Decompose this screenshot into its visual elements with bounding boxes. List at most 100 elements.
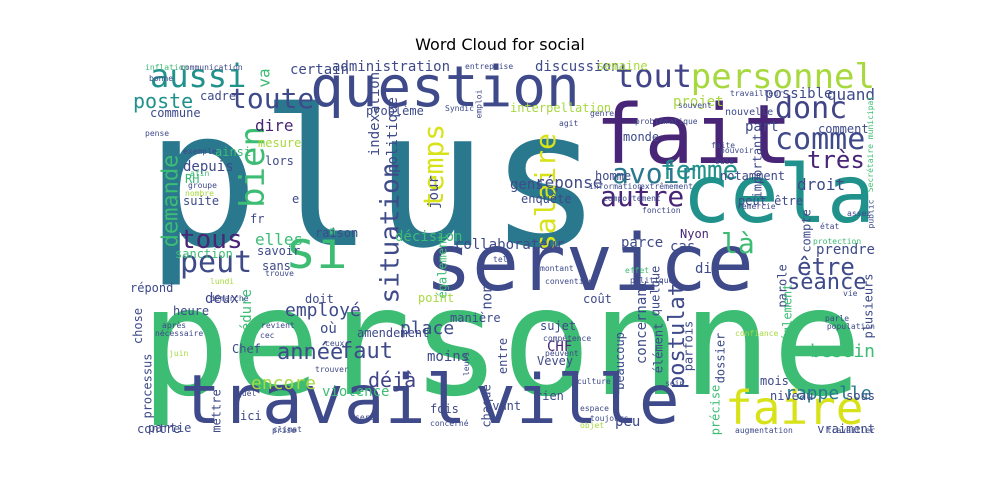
- word-146: souvent: [678, 101, 712, 110]
- word-107: RH: [185, 172, 200, 186]
- word-85: processus: [140, 353, 155, 419]
- word-84: contre: [137, 422, 181, 435]
- word-99: précise: [708, 384, 723, 435]
- figure-title: Word Cloud for social: [415, 35, 585, 54]
- word-131: semaine: [597, 60, 648, 73]
- word-115: homme: [595, 169, 632, 183]
- word-155: comportement: [603, 194, 661, 203]
- word-47: quand: [826, 85, 875, 104]
- word-139: afin: [190, 169, 210, 178]
- word-166: politiques: [630, 276, 679, 285]
- word-118: important: [750, 133, 765, 199]
- word-110: lors: [265, 154, 294, 168]
- word-29: demande: [158, 154, 184, 248]
- word-31: faut: [340, 339, 393, 364]
- word-cloud: plus personne service travail ville fait cela q…: [125, 60, 875, 435]
- word-176: juin: [169, 349, 189, 358]
- word-125: élément: [651, 322, 666, 374]
- word-87: moins: [427, 349, 470, 365]
- word-1: personne: [140, 256, 863, 430]
- word-88: CHF: [547, 339, 573, 355]
- word-40: elles: [255, 230, 304, 249]
- word-63: décision: [395, 229, 463, 245]
- word-177: trouver: [315, 365, 349, 374]
- word-150: Secrétaire municipal: [865, 95, 875, 193]
- word-83: partie: [148, 421, 192, 435]
- word-72: savoir: [257, 244, 301, 258]
- word-7: question: [310, 60, 580, 120]
- word-45: droit: [797, 175, 846, 194]
- word-138: exemple: [183, 147, 217, 156]
- word-103: avant: [485, 399, 522, 413]
- word-92: concernant: [634, 279, 651, 365]
- word-62: collaborateur: [455, 237, 565, 253]
- word-75: Chef: [232, 342, 261, 356]
- word-163: montant: [540, 264, 574, 273]
- word-49: projet: [673, 94, 724, 110]
- word-195: leurs: [462, 351, 472, 377]
- word-19: avoir: [612, 157, 697, 190]
- word-156: fonction: [642, 206, 681, 215]
- word-136: bonne: [149, 74, 174, 83]
- word-17: donc: [775, 91, 848, 126]
- word-58: interpellation: [510, 101, 612, 115]
- word-142: Syndic: [445, 104, 474, 113]
- word-34: déjà: [368, 368, 417, 392]
- word-190: climat: [273, 425, 302, 434]
- word-4: ville: [475, 361, 680, 435]
- word-35: encore: [251, 373, 317, 394]
- word-189: concerné: [430, 419, 469, 428]
- word-193: travailler: [826, 426, 875, 435]
- word-100: vraiment: [817, 422, 875, 435]
- word-113: e: [292, 192, 300, 206]
- word-97: niveau: [770, 389, 814, 403]
- word-129: répond: [130, 281, 174, 295]
- word-191: prise: [272, 426, 297, 435]
- word-43: depuis: [183, 159, 234, 175]
- word-169: lundi: [210, 277, 235, 286]
- word-86: chose: [131, 307, 146, 345]
- word-94: parfois: [681, 320, 696, 372]
- word-161: protection: [813, 237, 862, 246]
- word-46: part: [745, 119, 779, 135]
- word-57: indexation: [367, 71, 384, 157]
- word-11: aussi: [150, 60, 247, 95]
- word-164: convention: [545, 277, 594, 286]
- word-149: travailleur: [730, 89, 783, 98]
- word-130: réglement: [780, 283, 795, 349]
- word-8: si: [285, 221, 348, 281]
- word-37: besoin: [809, 341, 875, 362]
- word-104: entre: [496, 337, 511, 375]
- word-170: démarche: [210, 294, 249, 303]
- word-168: trouve: [265, 269, 294, 278]
- word-144: agit: [559, 119, 579, 128]
- word-116: notamment: [720, 169, 786, 183]
- word-79: violence: [322, 384, 390, 400]
- word-102: rien: [535, 389, 564, 403]
- word-165: effet: [625, 266, 650, 275]
- word-187: toujours: [590, 414, 629, 423]
- word-194: culture: [577, 377, 611, 386]
- word-178: compétence: [543, 334, 592, 343]
- word-2: service: [425, 219, 754, 309]
- word-152: suis: [715, 157, 735, 166]
- word-0: plus: [145, 69, 603, 290]
- word-172: cec: [260, 331, 275, 340]
- word-30: poste: [133, 89, 194, 113]
- word-39: place: [400, 318, 455, 339]
- word-160: état: [820, 222, 840, 231]
- word-56: politique: [384, 97, 401, 173]
- word-158: assez: [847, 209, 872, 218]
- word-20: femme: [660, 156, 739, 186]
- word-55: problème: [366, 104, 424, 118]
- word-16: tous: [180, 225, 243, 255]
- word-78: amendement: [357, 326, 430, 340]
- word-18: comme: [775, 122, 866, 157]
- word-23: là: [721, 227, 755, 260]
- word-82: fois: [430, 402, 459, 416]
- word-60: gens: [510, 177, 544, 193]
- word-173: ceux: [325, 339, 345, 348]
- word-179: peuvent: [545, 349, 579, 358]
- word-3: travail: [180, 361, 467, 435]
